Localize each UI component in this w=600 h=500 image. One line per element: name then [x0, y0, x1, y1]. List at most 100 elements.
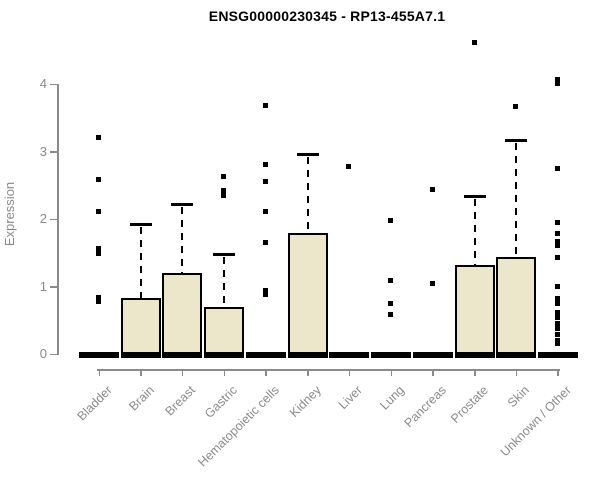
y-tick-label: 0 — [39, 346, 47, 361]
median-line — [454, 352, 495, 358]
outlier-point — [96, 246, 101, 252]
whisker — [515, 143, 518, 257]
outlier-point — [346, 164, 352, 170]
median-line — [371, 352, 412, 358]
outlier-point — [262, 287, 268, 293]
whisker-cap — [463, 195, 486, 199]
y-axis-tick — [50, 151, 57, 153]
x-axis-tick — [181, 369, 184, 376]
outlier-point — [96, 298, 101, 304]
outlier-point — [96, 294, 101, 300]
outlier-point — [96, 208, 101, 214]
outlier-point — [262, 291, 268, 297]
box — [204, 306, 245, 356]
y-axis-tick — [50, 218, 57, 220]
median-line — [412, 352, 453, 358]
whisker — [473, 199, 476, 265]
whisker — [139, 227, 142, 298]
median-line — [287, 352, 328, 358]
outlier-point — [513, 103, 519, 109]
x-axis-tick — [98, 369, 100, 376]
outlier-point — [388, 277, 394, 283]
y-axis — [57, 84, 59, 355]
outlier-point — [554, 341, 560, 347]
outlier-point — [554, 300, 560, 306]
outlier-point — [388, 217, 394, 223]
outlier-point — [554, 310, 560, 316]
y-axis-tick — [50, 83, 57, 85]
y-axis-label: Expression — [2, 181, 17, 247]
x-axis-tick — [140, 369, 142, 376]
whisker-cap — [213, 253, 236, 257]
box — [496, 256, 537, 356]
outlier-point — [554, 80, 560, 86]
x-axis-tick — [557, 369, 559, 376]
median-line — [79, 352, 119, 358]
outlier-point — [96, 134, 101, 140]
outlier-point — [262, 161, 268, 167]
outlier-point — [554, 337, 560, 343]
y-axis-tick — [50, 353, 57, 355]
outlier-point — [388, 312, 394, 318]
outlier-point — [554, 220, 560, 226]
outlier-point — [554, 283, 560, 289]
y-tick-label: 3 — [39, 143, 47, 159]
outlier-point — [554, 314, 560, 320]
box — [287, 233, 328, 356]
x-axis-tick — [307, 369, 309, 376]
y-axis-tick — [50, 286, 57, 288]
whisker-cap — [129, 223, 152, 227]
outlier-point — [554, 77, 560, 83]
whisker — [223, 257, 226, 307]
outlier-point — [554, 255, 560, 261]
outlier-point — [554, 331, 560, 337]
median-line — [162, 352, 203, 358]
median-line — [537, 352, 578, 358]
outlier-point — [388, 301, 394, 307]
outlier-point — [262, 239, 268, 245]
outlier-point — [554, 238, 560, 244]
x-axis-tick — [390, 369, 393, 376]
outlier-point — [221, 187, 227, 193]
outlier-point — [554, 325, 560, 331]
x-axis-tick — [515, 369, 518, 376]
outlier-point — [96, 250, 101, 256]
outlier-point — [221, 173, 227, 179]
outlier-point — [554, 295, 560, 301]
box — [120, 297, 161, 356]
median-line — [120, 352, 161, 358]
x-axis-tick — [432, 369, 434, 376]
outlier-point — [262, 208, 268, 214]
median-line — [204, 352, 245, 358]
x-axis-tick — [223, 369, 226, 376]
x-axis-tick — [348, 369, 351, 376]
x-axis-tick — [265, 369, 267, 376]
median-line — [245, 352, 286, 358]
whisker-cap — [296, 153, 319, 157]
outlier-point — [471, 40, 477, 46]
outlier-point — [429, 281, 435, 287]
outlier-point — [262, 102, 268, 108]
outlier-point — [554, 230, 560, 236]
y-tick-label: 4 — [39, 76, 47, 91]
whisker — [181, 207, 184, 273]
y-tick-label: 2 — [39, 211, 47, 226]
chart-title: ENSG00000230345 - RP13-455A7.1 — [208, 8, 446, 24]
outlier-point — [262, 179, 268, 185]
y-tick-label: 1 — [39, 278, 47, 294]
outlier-point — [221, 192, 227, 198]
box — [162, 273, 203, 356]
box — [454, 264, 495, 356]
outlier-point — [96, 176, 101, 182]
median-line — [329, 352, 370, 358]
x-axis — [97, 369, 560, 371]
median-line — [496, 352, 537, 358]
whisker — [306, 157, 309, 234]
outlier-point — [554, 166, 560, 172]
outlier-point — [554, 320, 560, 326]
whisker-cap — [505, 139, 528, 143]
x-axis-tick — [474, 369, 476, 376]
outlier-point — [429, 187, 435, 193]
outlier-point — [554, 242, 560, 248]
